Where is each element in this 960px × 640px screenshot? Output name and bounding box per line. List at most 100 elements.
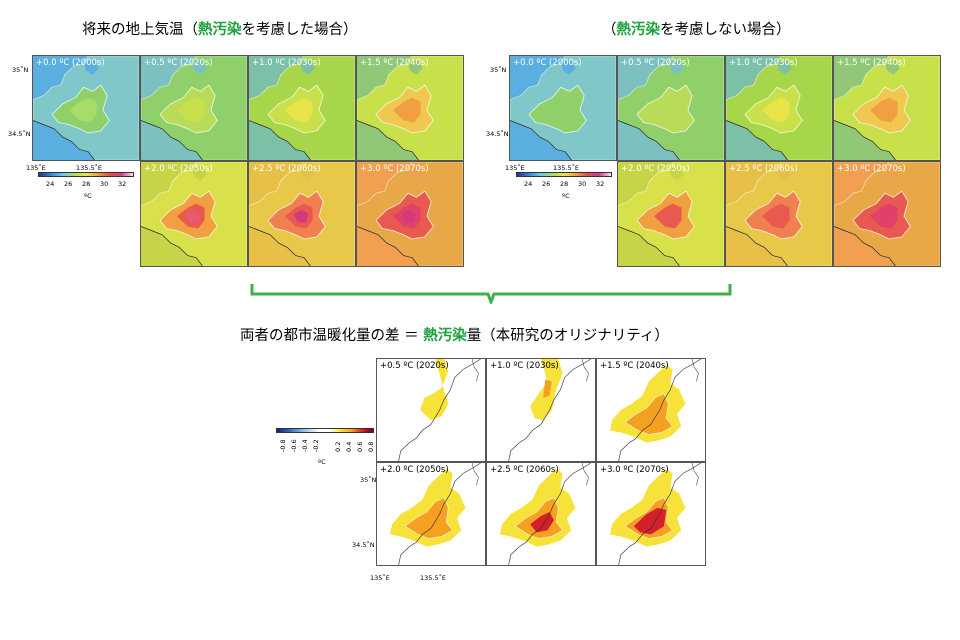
temp-tick: 26	[64, 180, 73, 188]
panel-label: +1.0 ºC (2030s)	[252, 58, 321, 68]
panel-label: +2.0 ºC (2050s)	[144, 164, 213, 174]
panel-label: +1.5 ºC (2040s)	[837, 58, 906, 68]
temp-unit: ºC	[84, 192, 92, 200]
lat-label-345-right: 34.5˚N	[486, 130, 509, 138]
temperature-map	[618, 162, 724, 266]
temp-tick: 32	[118, 180, 127, 188]
lon-label-1355-right: 135.5˚E	[553, 164, 579, 172]
diff-colorbar-gradient	[276, 428, 374, 433]
lon-label-1355-left: 135.5˚E	[76, 164, 102, 172]
panel-label: +1.0 ºC (2030s)	[490, 361, 559, 371]
temperature-map-panel: +0.0 ºC (2000s)	[509, 55, 617, 161]
temperature-map	[249, 56, 355, 160]
temperature-map	[357, 56, 463, 160]
panel-label: +1.0 ºC (2030s)	[729, 58, 798, 68]
difference-map-panel: +2.0 ºC (2050s)	[376, 462, 486, 566]
temp-tick: 30	[100, 180, 109, 188]
temp-unit: ºC	[562, 192, 570, 200]
temp-tick: 28	[82, 180, 91, 188]
temperature-map-panel: +2.0 ºC (2050s)	[140, 161, 248, 267]
temperature-map	[618, 56, 724, 160]
temperature-map-panel: +1.0 ºC (2030s)	[725, 55, 833, 161]
temperature-map	[33, 56, 139, 160]
difference-map-panel: +0.5 ºC (2020s)	[376, 358, 486, 462]
temp-tick: 26	[542, 180, 551, 188]
panel-label: +0.5 ºC (2020s)	[144, 58, 213, 68]
temp-tick: 30	[578, 180, 587, 188]
panel-label: +3.0 ºC (2070s)	[360, 164, 429, 174]
temp-tick: 24	[46, 180, 55, 188]
lon-label-135-left: 135˚E	[26, 164, 46, 172]
diff-tick: -0.8	[279, 439, 287, 452]
difference-map	[487, 359, 595, 461]
heading-without-heat-pollution: （熱汚染を考慮しない場合）	[602, 22, 791, 38]
diff-tick: 0.4	[345, 441, 353, 452]
temperature-map	[726, 162, 832, 266]
difference-map	[597, 463, 705, 565]
temperature-map	[141, 162, 247, 266]
temperature-map	[726, 56, 832, 160]
difference-map	[377, 463, 485, 565]
temperature-map-panel: +3.0 ºC (2070s)	[833, 161, 941, 267]
panel-label: +0.0 ºC (2000s)	[513, 58, 582, 68]
panel-label: +2.5 ºC (2060s)	[729, 164, 798, 174]
lon-label-135-diff: 135˚E	[370, 574, 390, 582]
difference-map	[377, 359, 485, 461]
panel-label: +2.0 ºC (2050s)	[621, 164, 690, 174]
temperature-map-panel: +0.5 ºC (2020s)	[140, 55, 248, 161]
lat-label-35-left: 35˚N	[12, 66, 29, 74]
temp-tick: 28	[560, 180, 569, 188]
panel-label: +2.5 ºC (2060s)	[490, 465, 559, 475]
lat-label-345-diff: 34.5˚N	[352, 541, 375, 549]
lat-label-35-right: 35˚N	[490, 66, 507, 74]
temp-colorbar-left: 24 26 28 30 32 ºC	[38, 172, 134, 202]
diff-tick: -0.6	[290, 439, 298, 452]
panel-label: +0.0 ºC (2000s)	[36, 58, 105, 68]
temperature-map-panel: +2.5 ºC (2060s)	[725, 161, 833, 267]
difference-map-panel: +1.5 ºC (2040s)	[596, 358, 706, 462]
panel-label: +1.5 ºC (2040s)	[600, 361, 669, 371]
lon-label-135-right: 135˚E	[505, 164, 525, 172]
panel-label: +2.0 ºC (2050s)	[380, 465, 449, 475]
heading-difference: 両者の都市温暖化量の差 ＝ 熱汚染量（本研究のオリジナリティ）	[240, 328, 669, 344]
panel-label: +2.5 ºC (2060s)	[252, 164, 321, 174]
difference-map-panel: +2.5 ºC (2060s)	[486, 462, 596, 566]
temperature-map-panel: +3.0 ºC (2070s)	[356, 161, 464, 267]
temperature-map	[141, 56, 247, 160]
diff-tick: -0.2	[312, 439, 320, 452]
heading-with-heat-pollution: 将来の地上気温（熱汚染を考慮した場合）	[82, 22, 358, 38]
panel-label: +0.5 ºC (2020s)	[380, 361, 449, 371]
temp-colorbar-right: 24 26 28 30 32 ºC	[516, 172, 612, 202]
lat-label-35-diff: 35˚N	[360, 476, 377, 484]
green-bracket	[250, 284, 732, 304]
diff-tick: 0.6	[356, 441, 364, 452]
diff-colorbar	[276, 428, 374, 468]
diff-tick: 0.8	[367, 441, 375, 452]
temperature-map	[510, 56, 616, 160]
temperature-map-panel: +2.0 ºC (2050s)	[617, 161, 725, 267]
lon-label-1355-diff: 135.5˚E	[420, 574, 446, 582]
difference-map	[487, 463, 595, 565]
temp-colorbar-gradient	[516, 172, 612, 177]
diff-tick: 0.2	[334, 441, 342, 452]
temperature-map-panel: +1.5 ºC (2040s)	[833, 55, 941, 161]
temperature-map	[357, 162, 463, 266]
temperature-map	[249, 162, 355, 266]
panel-label: +1.5 ºC (2040s)	[360, 58, 429, 68]
temp-colorbar-gradient	[38, 172, 134, 177]
lat-label-345-left: 34.5˚N	[8, 130, 31, 138]
panel-label: +3.0 ºC (2070s)	[837, 164, 906, 174]
temperature-map	[834, 162, 940, 266]
panel-label: +0.5 ºC (2020s)	[621, 58, 690, 68]
temperature-map-panel: +1.5 ºC (2040s)	[356, 55, 464, 161]
panel-label: +3.0 ºC (2070s)	[600, 465, 669, 475]
difference-map-panel: +1.0 ºC (2030s)	[486, 358, 596, 462]
temperature-map-panel: +1.0 ºC (2030s)	[248, 55, 356, 161]
temperature-map-panel: +0.0 ºC (2000s)	[32, 55, 140, 161]
temp-tick: 24	[524, 180, 533, 188]
difference-map	[597, 359, 705, 461]
temp-tick: 32	[596, 180, 605, 188]
difference-map-panel: +3.0 ºC (2070s)	[596, 462, 706, 566]
diff-unit: ºC	[318, 458, 326, 466]
temperature-map	[834, 56, 940, 160]
